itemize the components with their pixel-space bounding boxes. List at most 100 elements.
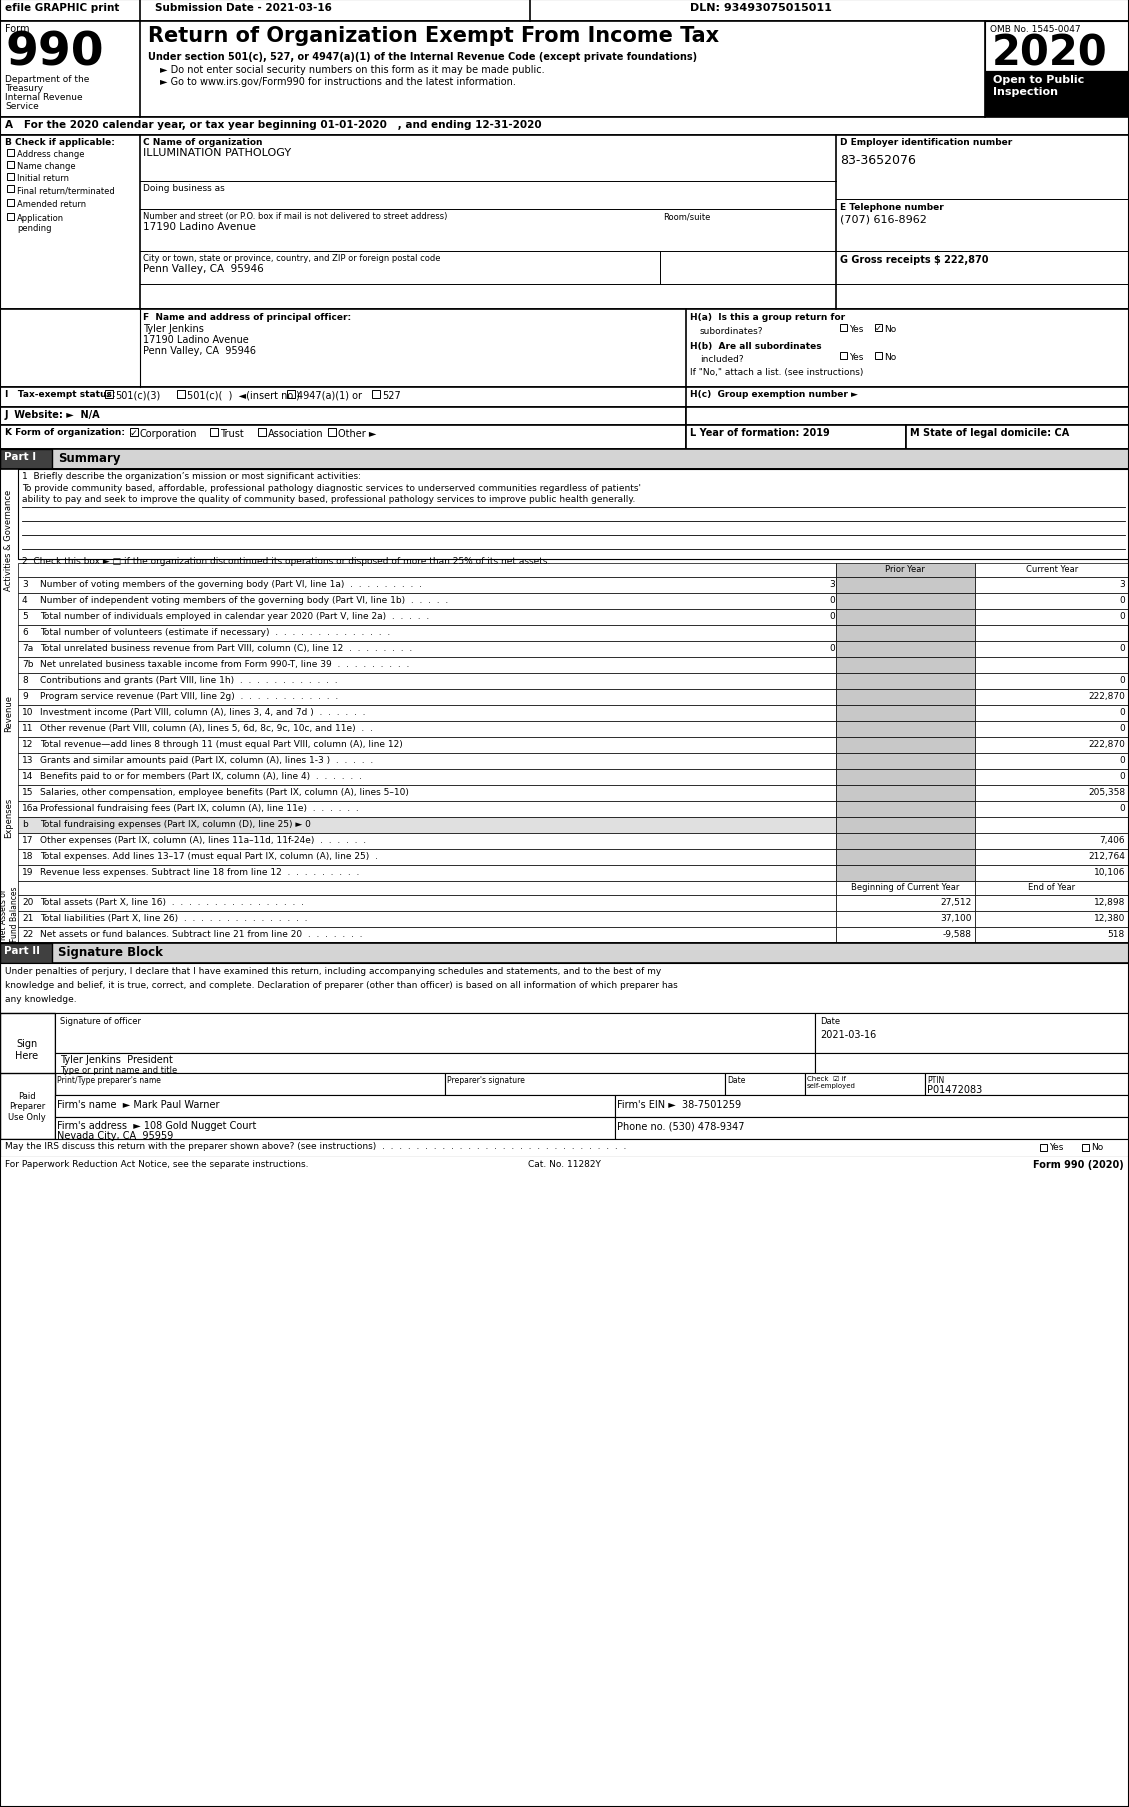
- Bar: [0, 309, 1129, 389]
- Text: 0: 0: [1119, 723, 1124, 732]
- Bar: [18, 578, 835, 595]
- Bar: [18, 911, 835, 927]
- Bar: [905, 426, 1129, 450]
- Bar: [0, 1014, 55, 1093]
- Text: Under penalties of perjury, I declare that I have examined this return, includin: Under penalties of perjury, I declare th…: [5, 967, 662, 976]
- Text: 27,512: 27,512: [940, 898, 972, 907]
- Text: 527: 527: [382, 390, 401, 401]
- Text: H(c)  Group exemption number ►: H(c) Group exemption number ►: [690, 390, 858, 399]
- Bar: [975, 658, 1129, 674]
- Text: included?: included?: [700, 354, 744, 363]
- Bar: [975, 690, 1129, 705]
- Text: Amended return: Amended return: [17, 201, 86, 210]
- Bar: [975, 641, 1129, 658]
- Text: May the IRS discuss this return with the preparer shown above? (see instructions: May the IRS discuss this return with the…: [5, 1142, 627, 1151]
- Bar: [975, 770, 1129, 786]
- Text: Expenses: Expenses: [5, 797, 14, 838]
- Text: Phone no. (530) 478-9347: Phone no. (530) 478-9347: [618, 1122, 744, 1131]
- Bar: [18, 705, 835, 721]
- Text: b: b: [21, 820, 28, 829]
- Text: Revenue less expenses. Subtract line 18 from line 12  .  .  .  .  .  .  .  .  .: Revenue less expenses. Subtract line 18 …: [40, 867, 359, 876]
- Bar: [835, 911, 975, 927]
- Text: 0: 0: [1119, 676, 1124, 685]
- Text: 21: 21: [21, 914, 34, 923]
- Text: DLN: 93493075015011: DLN: 93493075015011: [690, 4, 832, 13]
- Text: 0: 0: [1119, 611, 1124, 620]
- Text: Application
pending: Application pending: [17, 213, 64, 233]
- Text: Signature Block: Signature Block: [58, 945, 163, 958]
- Bar: [815, 1014, 1129, 1053]
- Text: 19: 19: [21, 867, 34, 876]
- Bar: [55, 1073, 445, 1095]
- Bar: [975, 833, 1129, 849]
- Text: 15: 15: [21, 788, 34, 797]
- Text: Doing business as: Doing business as: [143, 184, 225, 193]
- Text: Salaries, other compensation, employee benefits (Part IX, column (A), lines 5–10: Salaries, other compensation, employee b…: [40, 788, 409, 797]
- Bar: [371, 390, 380, 399]
- Bar: [18, 754, 835, 770]
- Bar: [975, 625, 1129, 641]
- Text: Association: Association: [268, 428, 324, 439]
- Bar: [975, 927, 1129, 943]
- Text: Investment income (Part VIII, column (A), lines 3, 4, and 7d )  .  .  .  .  .  .: Investment income (Part VIII, column (A)…: [40, 708, 366, 717]
- Bar: [835, 690, 975, 705]
- Bar: [835, 658, 975, 674]
- Text: 7,406: 7,406: [1100, 835, 1124, 844]
- Bar: [984, 22, 1129, 72]
- Text: 13: 13: [21, 755, 34, 764]
- Text: Number of independent voting members of the governing body (Part VI, line 1b)  .: Number of independent voting members of …: [40, 596, 448, 605]
- Text: G Gross receipts $ 222,870: G Gross receipts $ 222,870: [840, 255, 989, 266]
- Bar: [835, 721, 975, 737]
- Bar: [210, 428, 218, 437]
- Text: 16a: 16a: [21, 804, 40, 813]
- Text: Firm's name  ► Mark Paul Warner: Firm's name ► Mark Paul Warner: [56, 1099, 219, 1109]
- Text: 11: 11: [21, 723, 34, 732]
- Bar: [835, 705, 975, 721]
- Bar: [287, 390, 295, 399]
- Bar: [18, 849, 835, 866]
- Bar: [0, 450, 1129, 470]
- Text: efile GRAPHIC print: efile GRAPHIC print: [5, 4, 120, 13]
- Text: Revenue: Revenue: [5, 696, 14, 732]
- Text: P01472083: P01472083: [927, 1084, 982, 1095]
- Text: Total number of volunteers (estimate if necessary)  .  .  .  .  .  .  .  .  .  .: Total number of volunteers (estimate if …: [40, 627, 391, 636]
- Bar: [835, 817, 975, 833]
- Bar: [835, 578, 975, 595]
- Text: H(a)  Is this a group return for: H(a) Is this a group return for: [690, 313, 846, 322]
- Bar: [18, 641, 835, 658]
- Text: 222,870: 222,870: [1088, 692, 1124, 701]
- Text: ILLUMINATION PATHOLOGY: ILLUMINATION PATHOLOGY: [143, 148, 291, 157]
- Bar: [805, 1073, 925, 1095]
- Text: 0: 0: [1119, 804, 1124, 813]
- Text: subordinates?: subordinates?: [700, 327, 763, 336]
- Text: Submission Date - 2021-03-16: Submission Date - 2021-03-16: [155, 4, 332, 13]
- Bar: [0, 1140, 1129, 1156]
- Bar: [18, 866, 835, 882]
- Bar: [975, 564, 1129, 578]
- Bar: [925, 1073, 1129, 1095]
- Text: D Employer identification number: D Employer identification number: [840, 137, 1013, 146]
- Bar: [686, 408, 1129, 426]
- Text: Current Year: Current Year: [1026, 564, 1078, 573]
- Text: Internal Revenue: Internal Revenue: [5, 92, 82, 101]
- Text: ✓: ✓: [875, 323, 882, 332]
- Bar: [18, 770, 835, 786]
- Text: knowledge and belief, it is true, correct, and complete. Declaration of preparer: knowledge and belief, it is true, correc…: [5, 981, 677, 990]
- Bar: [0, 22, 1129, 117]
- Text: Total fundraising expenses (Part IX, column (D), line 25) ► 0: Total fundraising expenses (Part IX, col…: [40, 820, 310, 829]
- Text: L Year of formation: 2019: L Year of formation: 2019: [690, 428, 830, 437]
- Bar: [835, 674, 975, 690]
- Bar: [18, 882, 835, 896]
- Text: OMB No. 1545-0047: OMB No. 1545-0047: [990, 25, 1080, 34]
- Bar: [0, 450, 52, 470]
- Text: Trust: Trust: [220, 428, 244, 439]
- Text: Penn Valley, CA  95946: Penn Valley, CA 95946: [143, 345, 256, 356]
- Text: Check  ☑ if
self-employed: Check ☑ if self-employed: [807, 1075, 856, 1088]
- Text: 501(c)(3): 501(c)(3): [115, 390, 160, 401]
- Bar: [975, 595, 1129, 609]
- Text: K Form of organization:: K Form of organization:: [5, 428, 125, 437]
- Text: Program service revenue (Part VIII, line 2g)  .  .  .  .  .  .  .  .  .  .  .  .: Program service revenue (Part VIII, line…: [40, 692, 339, 701]
- Text: Other ►: Other ►: [338, 428, 376, 439]
- Text: ✓: ✓: [130, 428, 138, 437]
- Bar: [975, 737, 1129, 754]
